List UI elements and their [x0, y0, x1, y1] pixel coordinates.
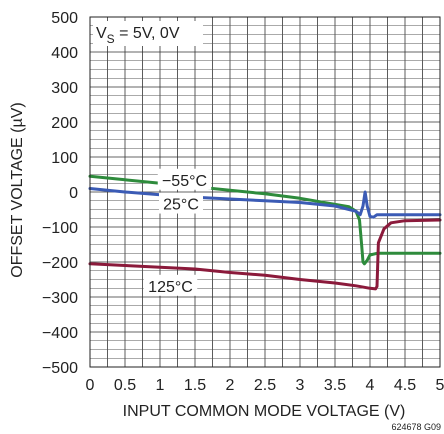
x-tick-label: 3 [296, 377, 305, 394]
x-tick-label: 0.5 [114, 377, 136, 394]
condition-label: VS = 5V, 0V [96, 25, 180, 46]
x-tick-label: 1.5 [184, 377, 206, 394]
y-tick-label: 0 [69, 185, 78, 202]
x-tick-label: 4.5 [394, 377, 416, 394]
figure-code: 624678 G09 [391, 422, 441, 432]
annotation-bg-2 [143, 274, 198, 296]
x-axis-title: INPUT COMMON MODE VOLTAGE (V) [123, 403, 406, 420]
annotation-bg-1 [159, 192, 203, 214]
condition-subscript: S [107, 32, 115, 46]
x-tick-label: 2.5 [254, 377, 276, 394]
x-tick-label: 1 [156, 377, 165, 394]
y-tick-label: −500 [42, 360, 78, 377]
y-tick-label: 500 [51, 10, 78, 27]
y-tick-label: −200 [42, 255, 78, 272]
y-axis-title: OFFSET VOLTAGE (µV) [9, 102, 26, 277]
condition-label-group: VS = 5V, 0V [93, 21, 203, 46]
plot-frame [89, 16, 441, 368]
series-line-2 [88, 218, 442, 291]
annotation-2: 125°C [148, 279, 193, 296]
annotation-0: −55°C [162, 173, 207, 190]
condition-label-box [93, 21, 203, 46]
annotation-1: 25°C [163, 197, 199, 214]
x-tick-label: 3.5 [324, 377, 346, 394]
x-tick-label: 0 [86, 377, 95, 394]
annotations: −55°C 25°C 125°C [143, 168, 212, 296]
y-tick-label: 200 [51, 115, 78, 132]
x-tick-label: 2 [226, 377, 235, 394]
y-tick-label: 300 [51, 80, 78, 97]
y-tick-label: −400 [42, 325, 78, 342]
x-tick-label: 5 [436, 377, 444, 394]
tick-labels: 0 0.5 1 1.5 2 2.5 3 3.5 4 4.5 5 500 400 300 200 100 0 −10… [42, 10, 444, 394]
y-tick-label: −300 [42, 290, 78, 307]
y-tick-label: −100 [42, 220, 78, 237]
grid [90, 17, 440, 367]
y-tick-label: 100 [51, 150, 78, 167]
x-tick-label: 4 [366, 377, 375, 394]
y-tick-label: 400 [51, 45, 78, 62]
annotation-bg-0 [157, 168, 212, 190]
